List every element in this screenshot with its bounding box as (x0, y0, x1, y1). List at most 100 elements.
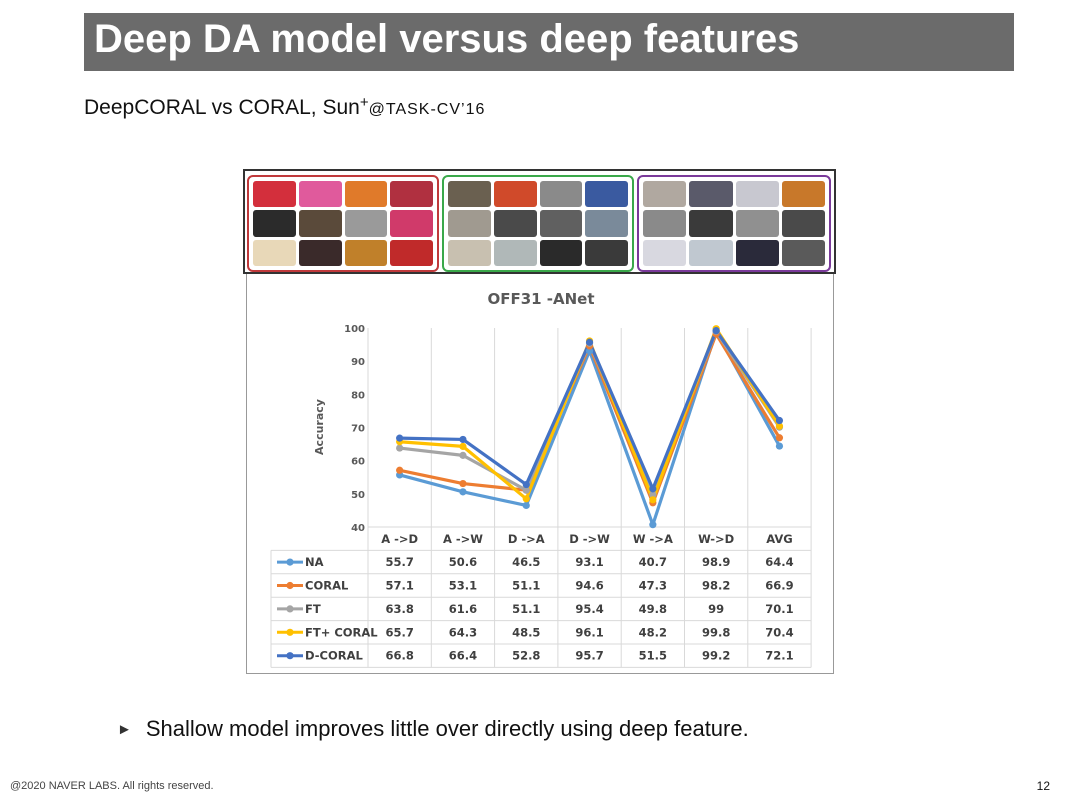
data-point (522, 486, 530, 494)
series-line (399, 330, 781, 527)
legend-series-name: FT (305, 602, 321, 616)
table-value: 94.6 (575, 579, 603, 593)
data-point (775, 422, 784, 430)
bullet-text: Shallow model improves little over direc… (145, 716, 749, 741)
sample-image-tile (448, 181, 491, 208)
data-point (775, 442, 784, 450)
x-category-label: D ->W (569, 532, 610, 546)
table-value: 46.5 (512, 555, 540, 569)
bullet-triangle-icon: ► (117, 721, 132, 738)
series-line (399, 332, 781, 505)
legend-marker (286, 558, 294, 566)
sample-image-tile (493, 210, 537, 237)
sample-image-tile (539, 210, 583, 237)
table-value: 65.7 (385, 625, 413, 639)
table-value: 95.4 (575, 602, 603, 616)
legend-marker (286, 652, 294, 660)
x-category-label: D ->A (508, 532, 545, 546)
table-value: 51.1 (512, 602, 540, 616)
chart-title: OFF31 -ANet (487, 290, 594, 308)
legend-marker (286, 581, 294, 590)
subtitle-superscript: + (359, 94, 369, 111)
page-number: 12 (1036, 779, 1050, 793)
data-point (459, 435, 467, 444)
y-tick-label: 60 (351, 457, 365, 468)
table-value: 63.8 (385, 602, 413, 616)
domain-image-group (637, 175, 831, 272)
sample-image-tile (643, 210, 687, 237)
table-value: 93.1 (575, 555, 603, 569)
footer-copyright: @2020 NAVER LABS. All rights reserved. (10, 780, 214, 792)
series-line (399, 329, 781, 497)
sample-image-tile (781, 210, 825, 237)
table-value: 66.8 (385, 649, 413, 663)
sample-image-tile (344, 181, 388, 208)
sample-image-tile (689, 181, 733, 208)
slide-subtitle: DeepCORAL vs CORAL, Sun+@TASK-CV’16 (84, 94, 486, 120)
sample-image-tile (585, 181, 628, 208)
table-value: 49.8 (639, 602, 667, 616)
table-value: 99.8 (702, 625, 730, 639)
x-category-label: W ->A (633, 532, 673, 546)
y-tick-label: 50 (351, 490, 365, 501)
domain-sample-images (243, 169, 836, 274)
y-tick-label: 70 (351, 424, 365, 435)
sample-image-tile (344, 239, 388, 266)
table-value: 57.1 (385, 579, 413, 593)
sample-image-tile (390, 181, 433, 208)
legend-series-name: NA (305, 555, 324, 569)
sample-image-tile (781, 181, 825, 208)
sample-image-tile (689, 239, 733, 266)
table-value: 50.6 (449, 555, 477, 569)
sample-image-tile (298, 181, 342, 208)
data-point (649, 496, 657, 504)
sample-image-tile (493, 181, 537, 208)
table-value: 64.4 (765, 555, 793, 569)
y-tick-label: 100 (344, 324, 365, 335)
sample-image-tile (448, 239, 491, 266)
table-value: 66.4 (449, 649, 477, 663)
table-value: 51.1 (512, 579, 540, 593)
table-value: 52.8 (512, 649, 540, 663)
table-value: 98.2 (702, 579, 730, 593)
data-point (649, 490, 657, 499)
title-bar: Deep DA model versus deep features (84, 13, 1014, 71)
table-value: 95.7 (575, 649, 603, 663)
data-point (522, 495, 530, 503)
accuracy-line-chart: OFF31 -ANet Accuracy 40 50 60 70 80 90 100 A ->D A… (270, 290, 812, 668)
table-value: 48.2 (639, 625, 667, 639)
table-value: 64.3 (449, 625, 477, 639)
data-point (585, 347, 594, 355)
data-point (459, 451, 467, 459)
table-value: 99 (708, 602, 724, 616)
x-category-label: A ->W (443, 532, 483, 546)
data-point (775, 416, 784, 425)
table-value: 99.2 (702, 649, 730, 663)
sample-image-tile (298, 239, 342, 266)
slide-title: Deep DA model versus deep features (94, 17, 800, 61)
sample-image-tile (493, 239, 537, 266)
x-category-label: A ->D (381, 532, 418, 546)
sample-image-tile (298, 210, 342, 237)
sample-image-tile (253, 210, 296, 237)
table-value: 98.9 (702, 555, 730, 569)
table-value: 96.1 (575, 625, 603, 639)
y-axis-label: Accuracy (313, 399, 326, 455)
data-point (585, 338, 594, 346)
sample-image-tile (735, 239, 779, 266)
data-point (459, 488, 467, 496)
legend-series-name: D-CORAL (305, 649, 364, 663)
data-point (775, 434, 784, 442)
table-value: 70.4 (765, 625, 793, 639)
legend-series-name: CORAL (305, 579, 349, 593)
data-point (459, 442, 467, 451)
sample-image-tile (539, 181, 583, 208)
sample-image-tile (253, 181, 296, 208)
table-value: 55.7 (385, 555, 413, 569)
data-point (396, 444, 404, 452)
sample-image-tile (689, 210, 733, 237)
sample-image-tile (585, 210, 628, 237)
data-point (649, 521, 657, 529)
sample-image-tile (585, 239, 628, 266)
subtitle-venue: @TASK-CV’16 (368, 101, 486, 118)
